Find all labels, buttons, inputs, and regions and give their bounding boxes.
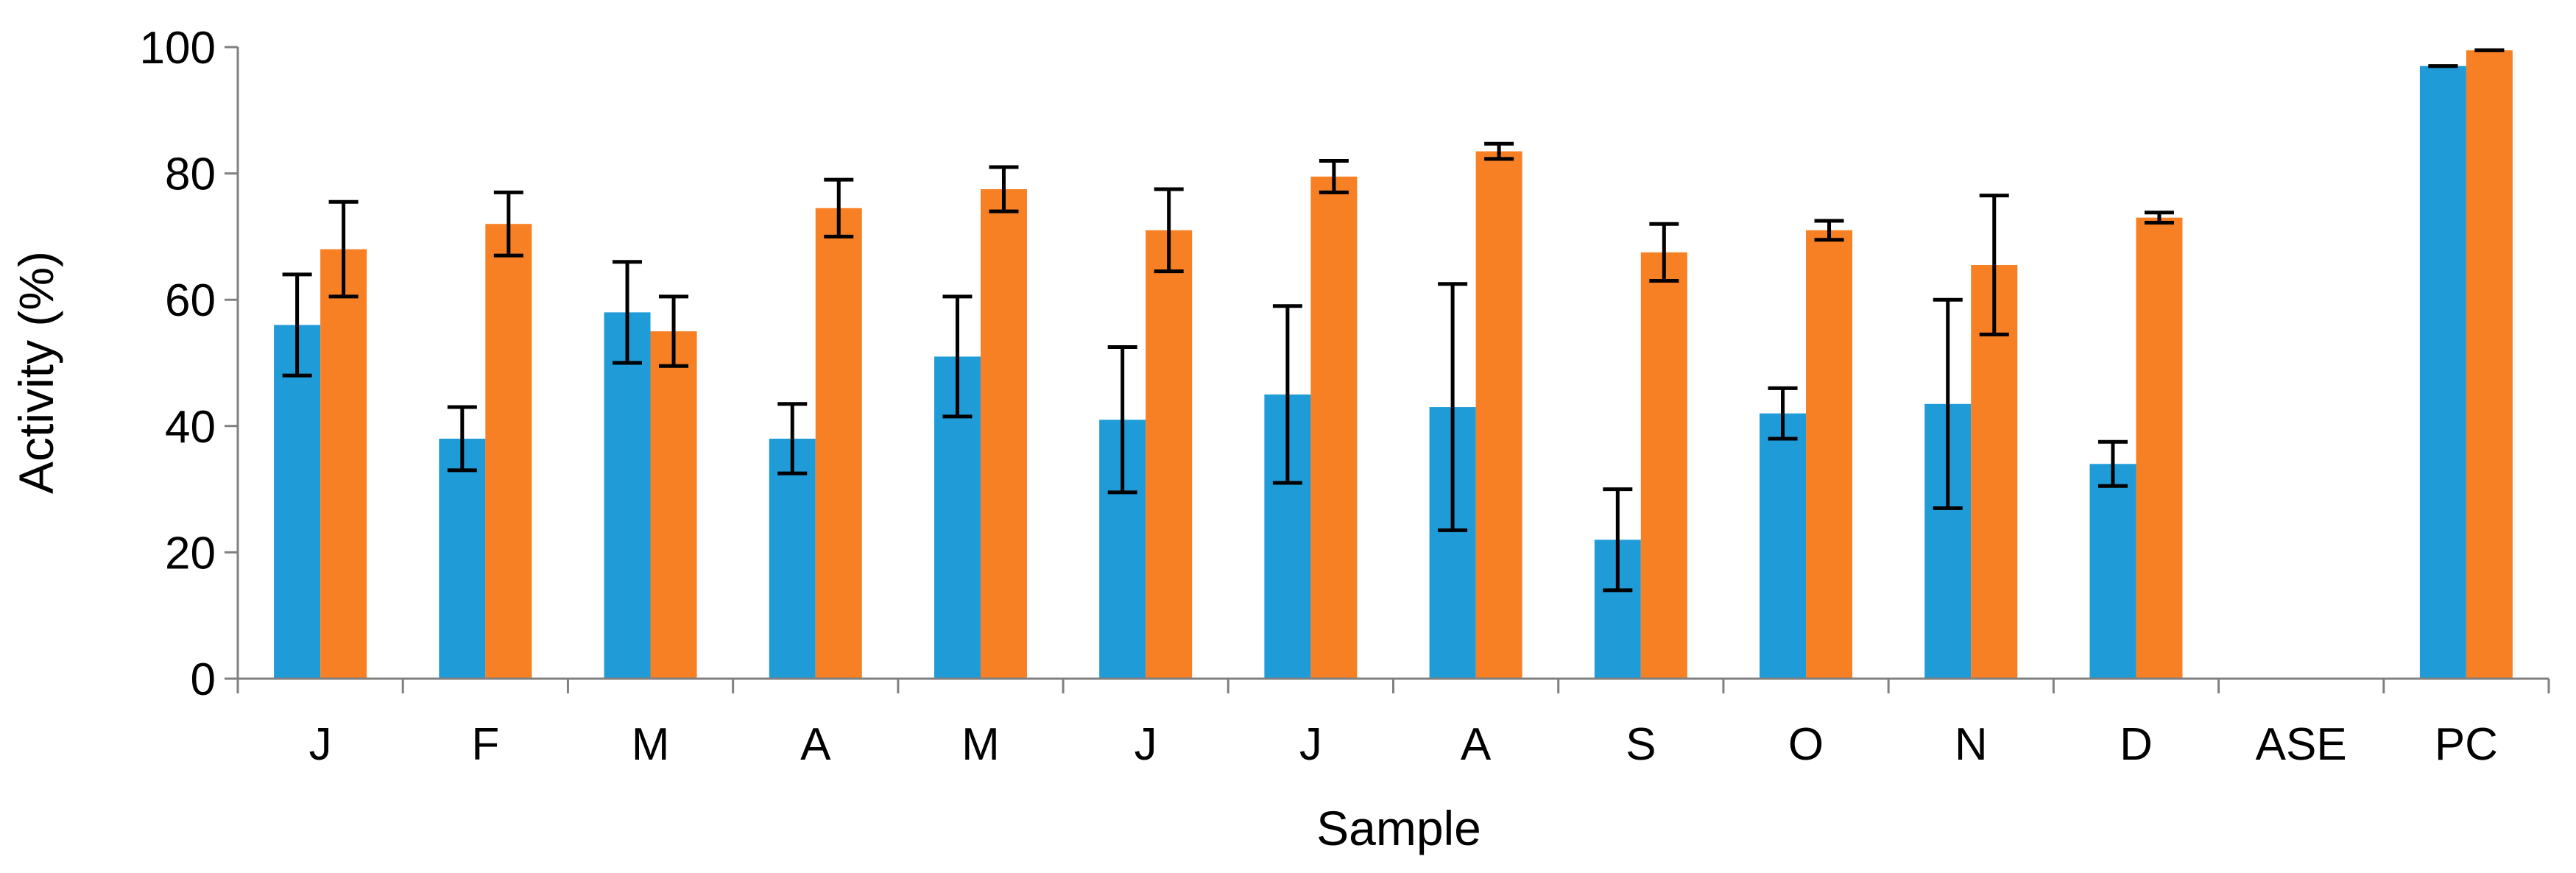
error-bar-series1-4	[942, 294, 973, 419]
error-bar-series1-8	[1603, 487, 1633, 593]
bar-series2-m-2	[650, 331, 697, 679]
y-tick-label-40: 40	[165, 402, 216, 453]
error-bar-series2-6	[1319, 158, 1349, 194]
tick-labels-layer: 0 20 40 60 80 100 J F M A M J J A S O N D ASE PC	[140, 23, 2498, 770]
bar-series2-f-1	[485, 224, 532, 679]
error-bar-series2-2	[659, 294, 689, 368]
error-bar-series2-11	[2144, 211, 2174, 225]
error-bar-series1-3	[777, 402, 808, 476]
x-tick-label-3: A	[800, 719, 831, 770]
y-tick-label-0: 0	[191, 654, 216, 705]
y-tick-label-100: 100	[140, 23, 216, 74]
x-axis-title: Sample	[1316, 801, 1481, 855]
error-bars-layer	[282, 48, 2505, 593]
error-bar-series1-2	[613, 260, 643, 365]
error-bar-series2-4	[989, 165, 1019, 213]
bar-series1-a-3	[769, 438, 816, 679]
bar-series2-j-5	[1146, 230, 1193, 679]
x-tick-label-7: A	[1461, 719, 1492, 770]
bar-series2-a-3	[815, 208, 862, 679]
bar-series2-m-4	[980, 189, 1027, 679]
x-tick-label-11: D	[2120, 719, 2153, 770]
bar-series2-d-11	[2136, 217, 2183, 679]
bar-series2-a-7	[1475, 151, 1522, 679]
y-tick-label-20: 20	[165, 528, 216, 579]
x-tick-label-13: PC	[2435, 719, 2498, 770]
bar-series1-f-1	[439, 438, 486, 679]
error-bar-series1-11	[2097, 439, 2128, 488]
error-bar-series1-0	[282, 272, 312, 378]
bar-series1-m-2	[604, 312, 651, 679]
bar-series1-pc-13	[2419, 66, 2466, 679]
error-bar-series1-9	[1768, 386, 1798, 441]
x-tick-label-12: ASE	[2256, 719, 2347, 770]
x-tick-label-1: F	[471, 719, 499, 770]
bars-layer	[274, 50, 2513, 679]
error-bar-series1-6	[1272, 304, 1302, 485]
error-bar-series2-9	[1814, 219, 1844, 242]
x-tick-label-2: M	[632, 719, 670, 770]
x-tick-label-6: J	[1299, 719, 1322, 770]
bar-series1-o-9	[1760, 413, 1807, 679]
error-bar-series1-1	[447, 405, 477, 473]
x-tick-label-0: J	[309, 719, 332, 770]
x-tick-label-9: O	[1788, 719, 1824, 770]
bar-series1-d-11	[2089, 464, 2136, 679]
x-tick-label-8: S	[1626, 719, 1656, 770]
error-bar-series1-10	[1933, 297, 1963, 510]
bar-series2-s-8	[1640, 252, 1687, 679]
error-bar-series2-10	[1979, 194, 2009, 336]
bar-series2-j-6	[1310, 176, 1358, 679]
x-tick-label-10: N	[1955, 719, 1988, 770]
y-tick-label-80: 80	[165, 149, 216, 200]
error-bar-series2-7	[1484, 141, 1514, 161]
y-axis-title: Activity (%)	[9, 251, 63, 494]
error-bar-series2-3	[824, 177, 854, 238]
error-bar-series1-5	[1107, 345, 1137, 495]
x-tick-label-4: M	[961, 719, 1000, 770]
error-bar-series2-8	[1649, 222, 1679, 283]
axes-layer	[225, 46, 2550, 693]
x-tick-label-5: J	[1135, 719, 1157, 770]
error-bar-series2-1	[493, 190, 523, 258]
bar-series2-j-0	[320, 249, 367, 679]
error-bar-series2-0	[328, 199, 359, 299]
bar-series2-o-9	[1806, 230, 1853, 679]
error-bar-series1-7	[1438, 282, 1468, 532]
bar-series2-pc-13	[2466, 50, 2513, 679]
bar-series1-j-0	[274, 325, 321, 679]
error-bar-series2-5	[1154, 187, 1184, 274]
y-tick-label-60: 60	[165, 275, 216, 326]
